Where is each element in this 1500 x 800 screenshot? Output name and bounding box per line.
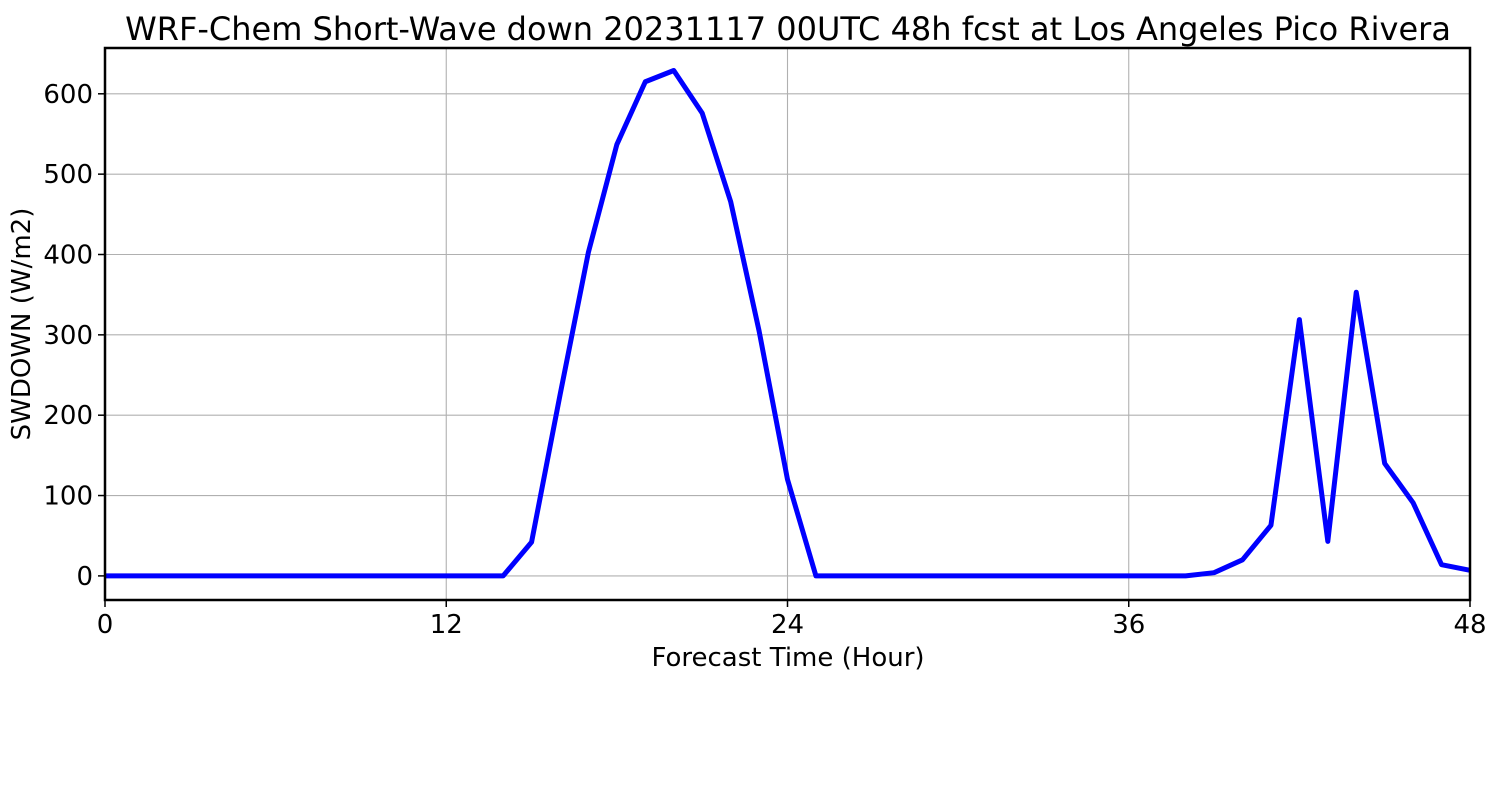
x-tick-label: 24 (771, 610, 804, 640)
x-tick-label: 48 (1453, 610, 1486, 640)
y-tick-label: 0 (76, 562, 93, 592)
y-tick-label: 600 (43, 80, 93, 110)
y-tick-label: 200 (43, 401, 93, 431)
x-tick-label: 12 (430, 610, 463, 640)
y-tick-label: 400 (43, 240, 93, 270)
y-ticks: 0 100 200 300 400 500 600 (43, 80, 105, 592)
y-tick-label: 100 (43, 482, 93, 512)
x-ticks: 0 12 24 36 48 (97, 600, 1487, 640)
x-tick-label: 36 (1112, 610, 1145, 640)
x-tick-label: 0 (97, 610, 114, 640)
y-tick-label: 500 (43, 160, 93, 190)
series-line-0 (105, 68, 1471, 579)
series-lines (105, 68, 1471, 579)
x-axis-label: Forecast Time (Hour) (651, 643, 924, 673)
y-axis-label: SWDOWN (W/m2) (7, 208, 37, 441)
y-tick-label: 300 (43, 321, 93, 351)
chart-title: WRF-Chem Short-Wave down 20231117 00UTC … (125, 10, 1451, 48)
